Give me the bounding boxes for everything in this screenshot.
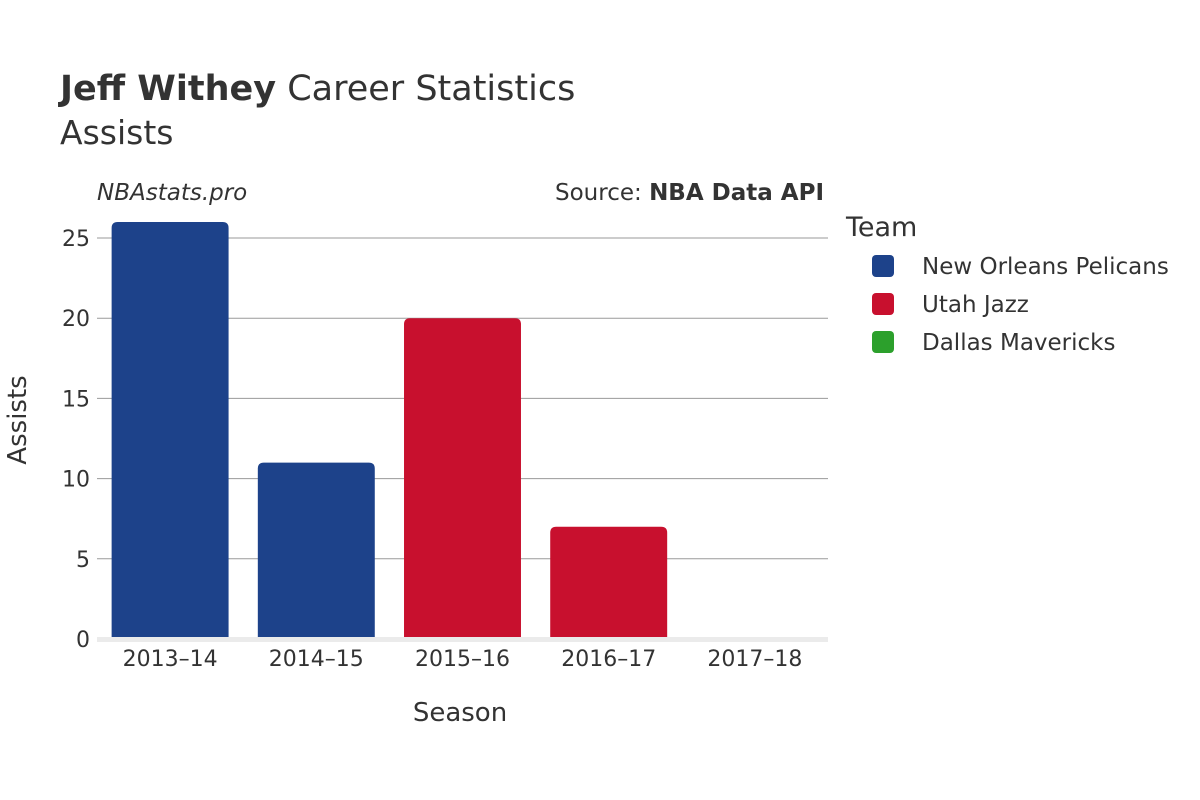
y-tick-label: 0	[76, 628, 90, 653]
x-tick-label: 2014–15	[269, 647, 364, 672]
x-tick-labels: 2013–14 2014–15 2015–16 2016–17 2017–18	[123, 647, 803, 672]
source-credit: Source: NBA Data API	[555, 180, 824, 206]
bars	[111, 222, 668, 639]
player-name: Jeff Withey	[58, 69, 276, 109]
legend-title: Team	[845, 212, 917, 243]
source-name: NBA Data API	[649, 180, 824, 206]
legend-swatch	[872, 255, 894, 277]
x-tick-label: 2016–17	[561, 647, 656, 672]
x-tick-label: 2015–16	[415, 647, 510, 672]
x-tick-label: 2013–14	[123, 647, 218, 672]
x-axis-title: Season	[413, 698, 507, 728]
title-rest: Career Statistics	[276, 69, 575, 109]
legend: New Orleans Pelicans Utah Jazz Dallas Mave…	[872, 254, 1169, 356]
y-tick-labels: 0 5 10 15 20 25	[62, 227, 90, 653]
y-tick-label: 20	[62, 307, 90, 332]
source-prefix: Source:	[555, 180, 649, 206]
legend-label: Dallas Mavericks	[922, 330, 1115, 356]
chart-title: Jeff Withey Career Statistics	[58, 69, 575, 109]
legend-label: New Orleans Pelicans	[922, 254, 1169, 280]
x-tick-label: 2017–18	[707, 647, 802, 672]
bar-2013–14	[111, 222, 229, 639]
y-tick-label: 15	[62, 387, 90, 412]
legend-label: Utah Jazz	[922, 292, 1029, 318]
y-tick-label: 25	[62, 227, 90, 252]
bar-2014–15	[257, 462, 375, 639]
site-credit: NBAstats.pro	[97, 180, 247, 206]
bar-2016–17	[550, 526, 668, 639]
legend-swatch	[872, 293, 894, 315]
chart-subtitle: Assists	[60, 113, 173, 152]
bar-2015–16	[404, 318, 521, 639]
y-axis-title: Assists	[3, 375, 33, 464]
y-tick-label: 10	[62, 468, 90, 493]
legend-swatch	[872, 331, 894, 353]
y-tick-label: 5	[76, 548, 90, 573]
